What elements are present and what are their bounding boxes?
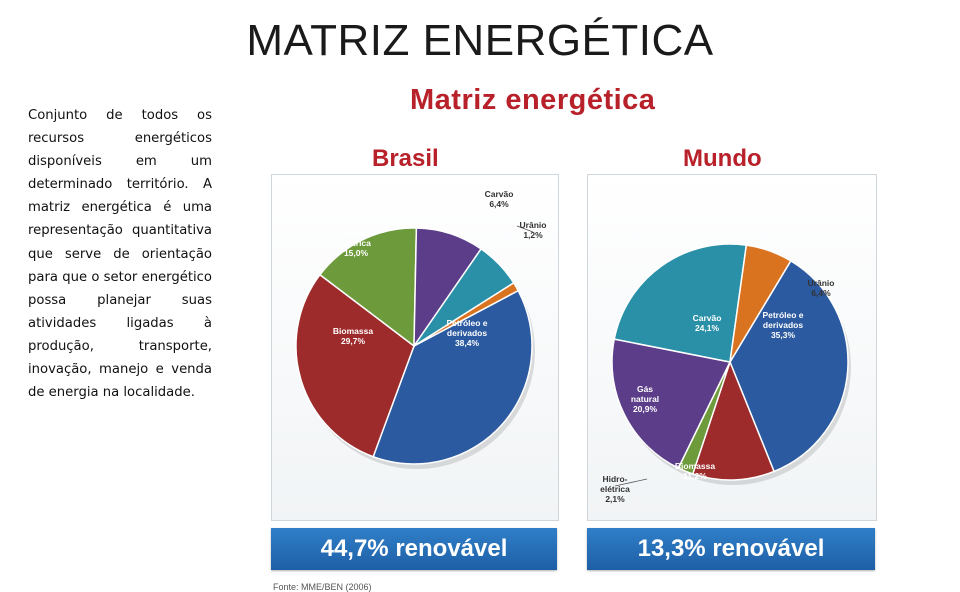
mundo-label-value-hidro-eletrica: 2,1% — [605, 494, 625, 504]
mundo-renewable-banner: 13,3% renovável — [587, 528, 875, 570]
mundo-label-value-petroleo-e-derivados: 35,3% — [771, 330, 796, 340]
brasil-label-value-uranio: 1,2% — [523, 230, 543, 240]
mundo-label-value-biomassa: 11,2% — [683, 471, 707, 481]
brasil-label-name-carvao: Carvão — [485, 189, 514, 199]
mundo-label: Mundo — [683, 145, 762, 172]
brasil-label-name-biomassa: Biomassa — [333, 326, 373, 336]
mundo-label-name-biomassa: Biomassa — [675, 461, 715, 471]
brasil-label-value-carvao: 6,4% — [489, 199, 509, 209]
brasil-leader-uranio — [516, 225, 534, 233]
mundo-label-name-hidro-eletrica: Hidro-elétrica — [600, 474, 630, 494]
brasil-renewable-banner: 44,7% renovável — [271, 528, 557, 570]
mundo-slice-uranio — [729, 244, 792, 363]
energy-matrix-figure: Matriz energética Brasil Mundo Petróleo … — [268, 84, 878, 592]
brasil-slice-uranio — [413, 281, 520, 347]
brasil-slice-hidro-eletrica — [318, 227, 418, 348]
definition-text: Conjunto de todos os recursos energético… — [28, 108, 212, 401]
mundo-label-value-carvao: 24,1% — [695, 323, 720, 333]
mundo-label-name-gas-natural: Gás natural — [631, 384, 659, 404]
brasil-label-name-gas-natural: Gás natural — [407, 198, 435, 218]
mundo-label-name-carvao: Carvão — [693, 313, 722, 323]
brasil-label-value-hidro-eletrica: 15,0% — [344, 248, 369, 258]
brasil-label-name-petroleo-e-derivados: Petróleo e derivados — [446, 318, 487, 338]
source-note: Fonte: MME/BEN (2006) — [273, 582, 372, 592]
brasil-label-name-hidro-eletrica: Hidro-elétrica — [341, 228, 371, 248]
mundo-slice-carvao — [613, 243, 748, 363]
brasil-label-value-biomassa: 29,7% — [341, 336, 366, 346]
mundo-label-name-petroleo-e-derivados: Petróleo e derivados — [762, 310, 803, 330]
mundo-slice-gas-natural — [611, 338, 732, 470]
brasil-slice-petroleo-e-derivados — [372, 289, 533, 465]
brasil-label: Brasil — [372, 145, 439, 172]
brasil-label-name-uranio: Urânio — [520, 220, 547, 230]
figure-title: Matriz energética — [410, 84, 656, 116]
brasil-label-value-petroleo-e-derivados: 38,4% — [455, 338, 480, 348]
mundo-label-value-uranio: 6,4% — [811, 288, 831, 298]
mundo-leader-hidro-eletrica — [614, 478, 648, 487]
slide-title: MATRIZ ENERGÉTICA — [246, 16, 714, 65]
mundo-label-name-uranio: Urânio — [808, 278, 835, 288]
mundo-slice-biomassa — [691, 359, 776, 481]
mundo-label-value-gas-natural: 20,9% — [633, 404, 658, 414]
brasil-slice-biomassa — [295, 273, 415, 458]
brasil-label-value-gas-natural: 9,3% — [411, 218, 431, 228]
